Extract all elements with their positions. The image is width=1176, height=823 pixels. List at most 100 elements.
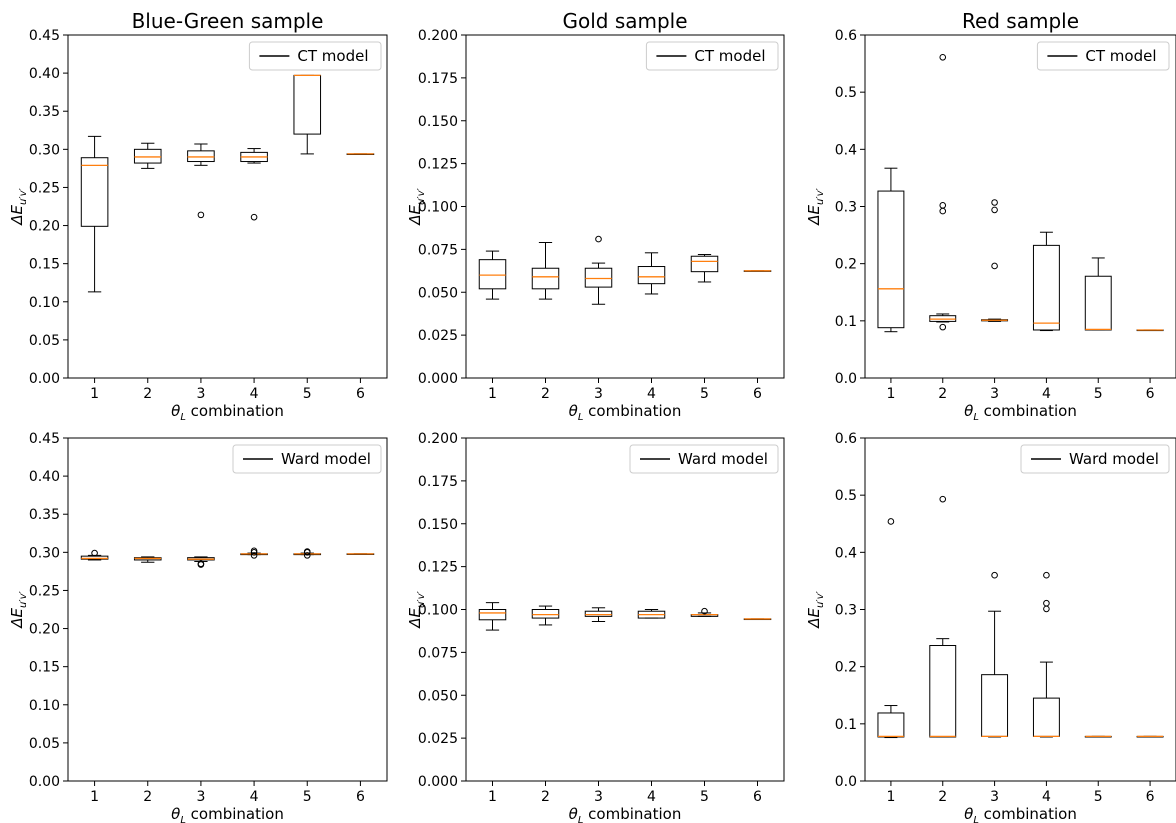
axes-frame <box>864 34 1176 379</box>
chart-title: Red sample <box>962 9 1079 33</box>
theta-symbol: θ <box>171 805 180 823</box>
y-tick-label: 0.000 <box>418 774 458 790</box>
box-6 <box>1136 329 1164 332</box>
outlier-point <box>991 262 998 270</box>
box-body <box>80 157 109 227</box>
x-axis-label-text: combination <box>186 805 284 823</box>
x-tick-label: 6 <box>753 386 762 402</box>
y-tick-label: 0.35 <box>29 507 60 523</box>
x-tick-label: 5 <box>303 789 312 805</box>
y-tick-label: 0.1 <box>835 717 857 733</box>
y-tick-label: 0.6 <box>835 431 857 447</box>
x-tick-label: 2 <box>541 789 550 805</box>
legend-box <box>1020 444 1170 474</box>
box-body <box>478 609 507 621</box>
box-5 <box>1084 257 1112 331</box>
y-tick-label: 0.2 <box>835 660 857 676</box>
y-axis-label: ΔEu′v′ <box>8 187 29 225</box>
y-tick-label: 0.30 <box>29 545 60 561</box>
box-2 <box>531 242 560 300</box>
delta-e-subscript: u′v′ <box>416 187 427 205</box>
box-1 <box>478 602 507 631</box>
x-tick-label: 5 <box>1094 386 1103 402</box>
outlier-point <box>91 549 98 557</box>
delta-e-subscript: u′v′ <box>416 590 427 608</box>
x-tick-label: 6 <box>753 789 762 805</box>
y-tick-label: 0.050 <box>418 688 458 704</box>
y-tick-label: 0.45 <box>29 431 60 447</box>
x-tick-label: 3 <box>594 789 603 805</box>
y-tick-label: 0.15 <box>29 660 60 676</box>
box-body <box>584 610 613 617</box>
y-tick-label: 0.25 <box>29 583 60 599</box>
outlier-point <box>250 547 258 555</box>
box-body <box>478 259 507 290</box>
y-tick-label: 0.40 <box>29 66 60 82</box>
delta-e-symbol: ΔE <box>805 608 823 629</box>
y-tick-label: 0.20 <box>29 622 60 638</box>
y-tick-label: 0.4 <box>835 142 857 158</box>
theta-symbol: θ <box>171 402 180 420</box>
x-tick-label: 3 <box>594 386 603 402</box>
subplot-4: 0.00 0.05 0.10 0.15 0.20 0.25 0.30 0.35 0.40 0.45… <box>8 431 388 823</box>
x-tick-label: 2 <box>938 789 947 805</box>
legend-box <box>1036 41 1170 71</box>
theta-symbol: θ <box>964 805 973 823</box>
theta-subscript: L <box>973 412 979 423</box>
x-tick-label: 5 <box>700 789 709 805</box>
y-tick-label: 0.100 <box>418 603 458 619</box>
outlier-point <box>1043 599 1050 607</box>
theta-subscript: L <box>578 815 584 823</box>
box-4 <box>1032 231 1060 332</box>
outlier-point <box>939 495 947 503</box>
delta-e-symbol: ΔE <box>406 608 424 629</box>
box-2 <box>531 605 560 626</box>
box-1 <box>80 135 109 293</box>
y-tick-label: 0.125 <box>418 157 458 173</box>
box-body <box>877 190 905 329</box>
box-2 <box>133 142 162 169</box>
x-tick-label: 2 <box>541 386 550 402</box>
x-tick-label: 1 <box>90 386 99 402</box>
legend: Ward model <box>1020 444 1170 474</box>
x-axis-label-text: combination <box>979 805 1077 823</box>
y-tick-label: 0.4 <box>835 545 857 561</box>
box-3 <box>187 556 215 568</box>
y-tick-label: 0.35 <box>29 104 60 120</box>
legend-box <box>248 41 382 71</box>
y-tick-label: 0.025 <box>418 731 458 747</box>
box-body <box>637 266 666 285</box>
theta-subscript: L <box>180 412 186 423</box>
x-tick-label: 1 <box>886 386 895 402</box>
y-tick-label: 0.20 <box>29 219 60 235</box>
y-tick-label: 0.40 <box>29 469 60 485</box>
x-axis-label: θL combination <box>569 805 682 823</box>
subplot-5: 0.000 0.025 0.050 0.075 0.100 0.125 0.150 0.175… <box>406 431 785 823</box>
y-tick-label: 0.0 <box>835 774 857 790</box>
y-tick-label: 0.30 <box>29 142 60 158</box>
y-tick-label: 0.3 <box>835 200 857 216</box>
y-tick-label: 0.05 <box>29 736 60 752</box>
delta-e-symbol: ΔE <box>805 205 823 226</box>
y-tick-label: 0.200 <box>418 28 458 44</box>
x-tick-label: 6 <box>1146 789 1155 805</box>
box-6 <box>1136 735 1164 738</box>
outlier-point <box>991 571 998 579</box>
y-tick-label: 0.5 <box>835 85 857 101</box>
y-tick-label: 0.15 <box>29 257 60 273</box>
x-tick-label: 4 <box>1042 386 1051 402</box>
box-body <box>133 148 162 164</box>
outlier-point <box>939 207 947 215</box>
legend-label: Ward model <box>678 450 768 468</box>
outlier-point <box>991 199 998 206</box>
legend-box <box>232 444 382 474</box>
x-tick-label: 5 <box>1094 789 1103 805</box>
outlier-point <box>939 53 947 61</box>
x-tick-label: 4 <box>250 789 259 805</box>
theta-subscript: L <box>973 815 979 823</box>
delta-e-symbol: ΔE <box>8 608 26 629</box>
y-tick-label: 0.000 <box>418 371 458 387</box>
x-tick-label: 5 <box>303 386 312 402</box>
y-tick-label: 0.00 <box>29 371 60 387</box>
delta-e-symbol: ΔE <box>8 205 26 226</box>
